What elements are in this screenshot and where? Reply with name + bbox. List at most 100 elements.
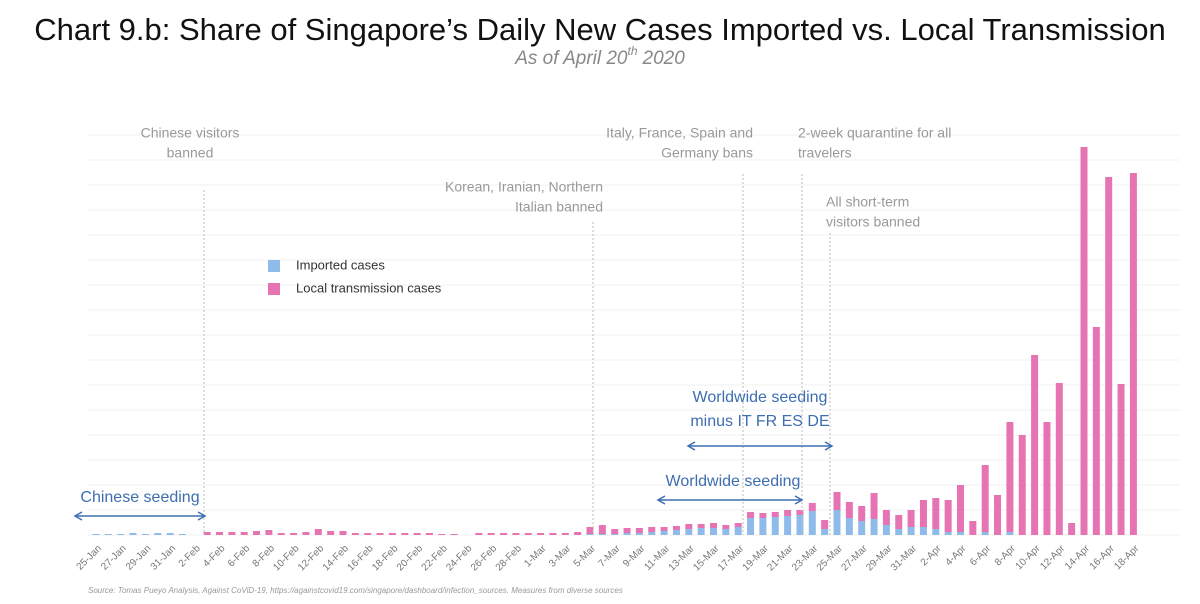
x-tick-label: 21-Mar [765,543,796,574]
bar-segment [697,528,705,535]
bar-segment [425,533,433,535]
x-tick-label: 27-Mar [840,543,871,574]
bar-segment [574,532,582,535]
bar-segment [957,532,964,535]
x-tick-label: 31-Mar [889,543,920,574]
x-tick-label: 31-Jan [149,543,178,572]
bar-segment [895,515,903,529]
bar-segment [648,532,656,535]
bar-segment [339,531,347,535]
bar-segment [524,533,532,535]
bar-segment [747,512,755,518]
legend-label: Imported cases [296,257,385,272]
bar-segment [1092,327,1100,535]
bar-segment [1006,422,1014,532]
x-tick-label: 5-Mar [572,543,599,570]
bar-segment [598,525,606,534]
bar-segment [1018,435,1026,535]
bar-segment [561,533,569,535]
bar-segment [759,513,767,518]
arrow-head [794,495,804,505]
bar-segment [500,533,508,535]
x-tick-label: 28-Feb [494,543,524,573]
bar-segment [845,518,853,535]
period-label: minus IT FR ES DE [690,413,829,430]
x-tick-label: 2-Apr [919,543,945,569]
x-tick-label: 1-Mar [522,543,549,570]
annotation-text: All short-term [826,194,909,210]
x-tick-label: 12-Feb [296,543,326,573]
chart-subtitle: As of April 20th 2020 [514,44,685,69]
bar-segment [635,533,643,535]
bar-segment [796,510,804,515]
bar-segment [475,533,483,535]
x-tick-label: 23-Mar [790,543,821,574]
annotation-text: Korean, Iranian, Northern [445,179,603,195]
subtitle-part: 2020 [642,48,686,69]
annotation-text: 2-week quarantine for all [798,125,951,141]
arrow-head [656,495,666,505]
arrow-head [824,441,834,451]
x-tick-label: 27-Jan [99,543,128,572]
subtitle-part: As of April 20 [514,48,628,69]
bar-segment [92,534,100,535]
bar-segment [771,517,779,535]
subtitle-sup: th [628,44,638,58]
bar-segment [253,531,261,535]
bar-segment [672,526,680,530]
bar-segment [858,521,866,535]
bar-segment [611,534,619,535]
bar-segment [351,533,359,535]
x-tick-label: 17-Mar [716,543,747,574]
bar-segment [104,534,112,535]
x-tick-label: 10-Feb [271,543,301,573]
bar-segment [660,527,668,531]
bar-segment [302,532,310,535]
x-tick-label: 3-Mar [547,543,574,570]
bar-segment [623,533,631,535]
bar-segment [388,533,396,535]
x-tick-label: 10-Apr [1014,543,1043,572]
bar-segment [364,533,372,535]
bar-segment [710,523,717,528]
bar-segment [1068,523,1076,535]
bar-segment [796,515,804,535]
x-tick-label: 18-Feb [370,543,400,573]
bar-segment [413,533,421,535]
x-tick-label: 12-Apr [1038,543,1067,572]
bar-segment [710,528,717,535]
bar-segment [821,529,829,535]
bar-segment [1031,355,1039,535]
bar-segment [747,518,755,535]
bar-segment [623,528,631,533]
bar-segment [685,524,693,529]
bar-segment [821,520,829,529]
bar-segment [129,533,137,535]
bar-segment [771,512,779,517]
bar-segment [697,524,705,528]
bar-segment [907,510,915,527]
x-tick-label: 13-Mar [667,543,698,574]
bar-segment [277,533,285,535]
bar-segment [722,525,730,529]
bar-segment [932,498,940,529]
bar-segment [784,516,792,535]
bar-segment [141,534,149,535]
x-tick-label: 24-Feb [444,543,474,573]
bar-segment [178,534,186,535]
x-tick-label: 6-Feb [226,543,253,570]
bar-segment [784,510,792,516]
bar-segment [240,532,248,535]
legend-swatch [268,283,280,295]
bar-segment [117,534,125,535]
bar-segment [981,532,989,535]
bar-segment [833,510,841,535]
bar-segment [870,493,878,519]
arrow-head [686,441,696,451]
x-tick-label: 6-Apr [968,543,994,569]
x-tick-label: 22-Feb [420,543,450,573]
bar-segment [932,529,940,535]
bar-segment [401,533,409,535]
annotation-text: travelers [798,145,852,161]
